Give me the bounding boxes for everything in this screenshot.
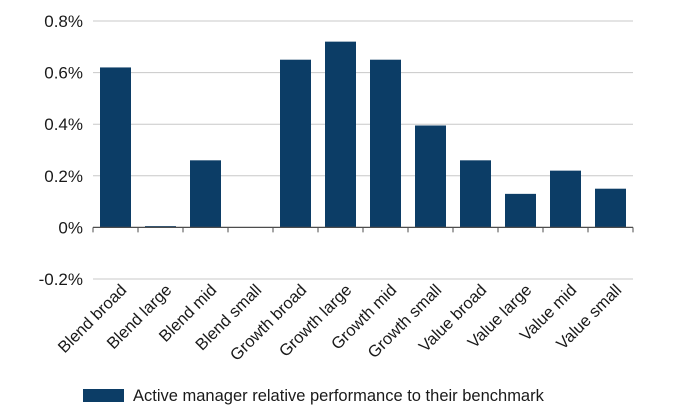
bar-value-broad [460,160,491,228]
y-tick-label: 0.8% [44,12,83,31]
x-axis [92,226,634,233]
gridlines [93,20,633,280]
bar-growth-mid [370,59,401,228]
bar-value-small [595,188,626,228]
bar-blend-broad [100,67,131,228]
y-tick-label: 0.6% [44,64,83,83]
y-tick-label: 0.4% [44,115,83,134]
bar-growth-large [325,41,356,228]
y-tick-label: 0.2% [44,167,83,186]
bar-blend-large [145,226,176,228]
legend-swatch [83,389,124,402]
bar-growth-small [415,125,446,228]
legend-label: Active manager relative performance to t… [133,387,545,405]
bar-value-large [505,193,536,228]
legend: Active manager relative performance to t… [83,387,545,405]
bar-blend-mid [190,160,221,228]
y-axis-ticks: 0.8% 0.6% 0.4% 0.2% 0% -0.2% [39,12,83,289]
bar-value-mid [550,170,581,228]
bars [100,41,626,228]
y-tick-label: -0.2% [39,270,83,289]
y-tick-label: 0% [58,218,83,237]
bar-growth-broad [280,59,311,228]
